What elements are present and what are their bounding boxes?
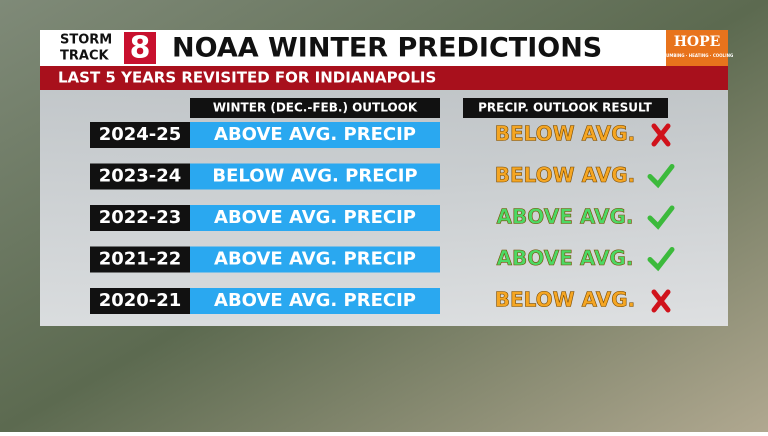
outlook: ABOVE AVG. PRECIP bbox=[214, 290, 416, 311]
result: ABOVE AVG. bbox=[497, 205, 634, 229]
year: 2022-23 bbox=[99, 207, 182, 228]
column-header-box bbox=[190, 98, 440, 118]
year: 2020-21 bbox=[99, 290, 182, 311]
result: BELOW AVG. bbox=[495, 163, 636, 187]
outlook: ABOVE AVG. PRECIP bbox=[214, 249, 416, 270]
x-icon bbox=[651, 289, 671, 313]
year-box bbox=[90, 205, 190, 231]
year: 2024-25 bbox=[99, 124, 182, 145]
outlook: ABOVE AVG. PRECIP bbox=[214, 124, 416, 145]
year: 2021-22 bbox=[99, 249, 182, 270]
outlook: ABOVE AVG. PRECIP bbox=[214, 207, 416, 228]
subtitle: LAST 5 YEARS REVISITED FOR INDIANAPOLIS bbox=[58, 69, 436, 87]
outlook: BELOW AVG. PRECIP bbox=[212, 166, 417, 187]
rows: 2024-25 ABOVE AVG. PRECIP BELOW AVG. 2023-2… bbox=[90, 121, 675, 314]
logo-text: STORM bbox=[60, 33, 112, 48]
result: ABOVE AVG. bbox=[497, 246, 634, 270]
x-icon bbox=[651, 123, 671, 147]
check-icon bbox=[647, 205, 675, 230]
year: 2023-24 bbox=[99, 166, 182, 187]
outlook-box bbox=[190, 205, 440, 231]
check-icon bbox=[647, 247, 675, 272]
subtitle-bar bbox=[40, 66, 728, 90]
year-box bbox=[90, 163, 190, 190]
result: BELOW AVG. bbox=[495, 288, 636, 312]
logo-text: TRACK bbox=[60, 49, 109, 64]
sponsor-name: HOPE bbox=[674, 34, 721, 50]
outlook-box bbox=[190, 288, 440, 314]
logo-number: 8 bbox=[130, 31, 151, 66]
column-header: PRECIP. OUTLOOK RESULT bbox=[478, 101, 653, 115]
result: BELOW AVG. bbox=[495, 122, 636, 146]
sponsor-tagline: PLUMBING · HEATING · COOLING bbox=[661, 53, 733, 58]
outlook-box bbox=[190, 246, 440, 273]
check-icon bbox=[647, 164, 675, 189]
year-box bbox=[90, 288, 190, 314]
column-header: WINTER (DEC.-FEB.) OUTLOOK bbox=[213, 101, 418, 115]
year-box bbox=[90, 122, 190, 148]
logo-badge bbox=[124, 32, 156, 64]
year-box bbox=[90, 246, 190, 273]
title: NOAA WINTER PREDICTIONS bbox=[172, 33, 602, 64]
sponsor-box bbox=[666, 30, 728, 66]
outlook-box bbox=[190, 163, 440, 190]
outlook-box bbox=[190, 122, 440, 148]
column-header-box bbox=[463, 98, 668, 118]
